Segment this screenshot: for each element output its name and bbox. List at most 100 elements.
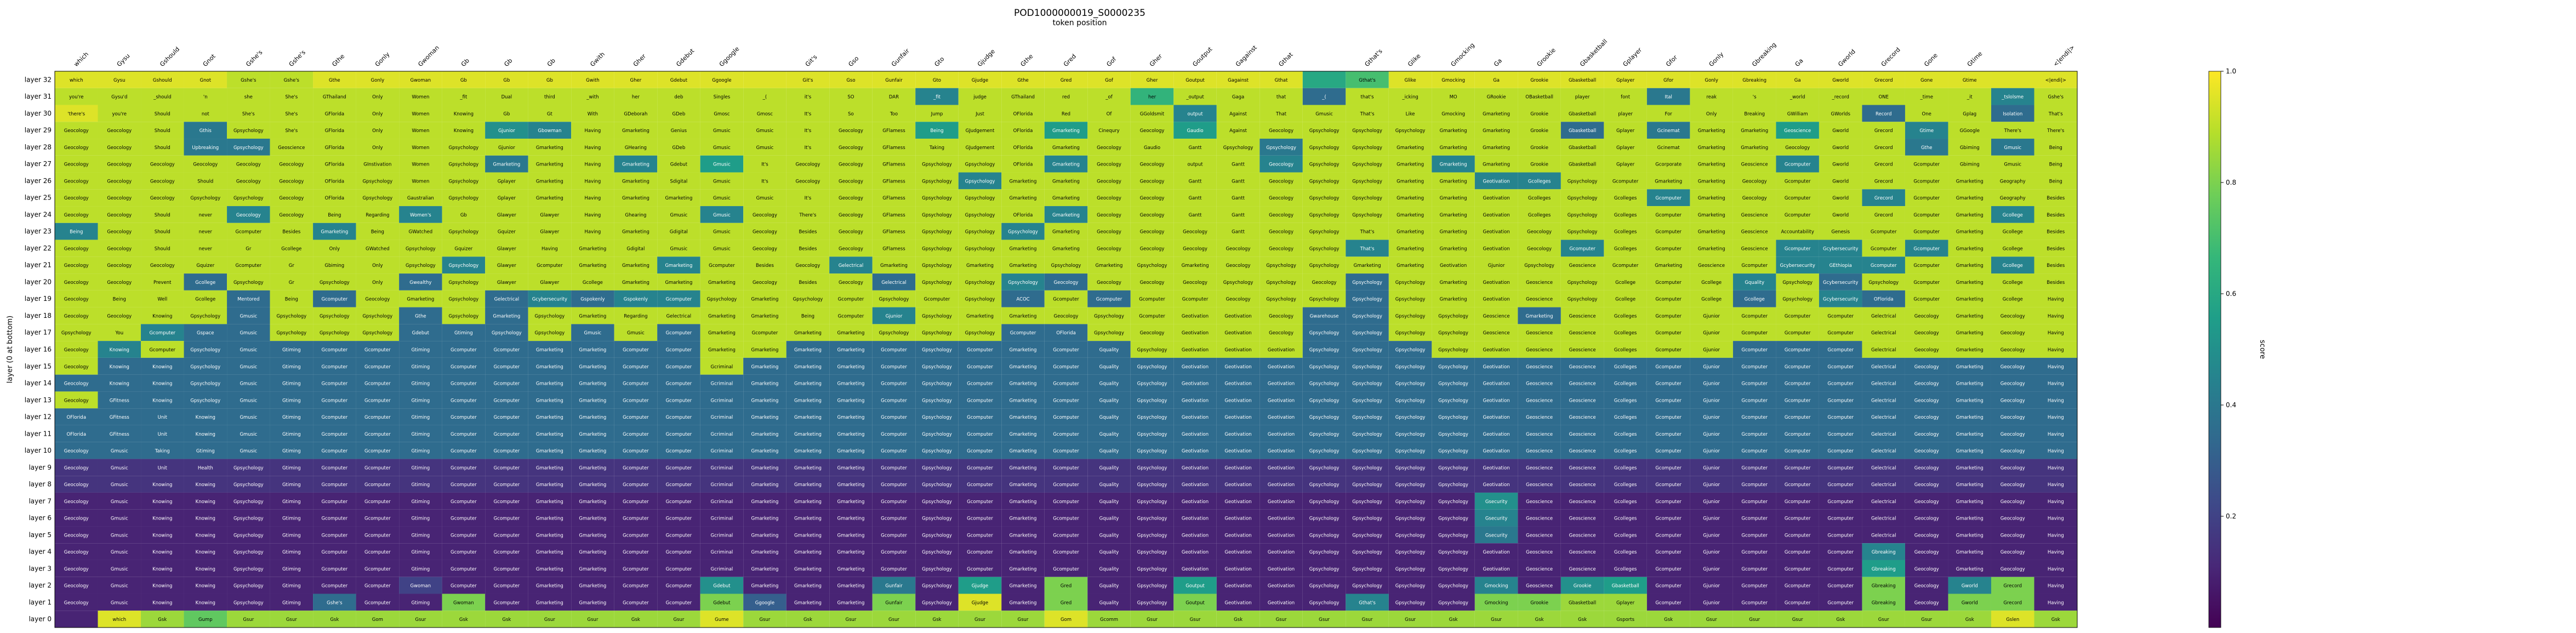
cell-token-label: Knowing [152,516,172,522]
heatmap-cell [1216,526,1260,544]
cell-token-label: Gtiming [411,398,430,403]
heatmap-cell [1432,155,1475,173]
cell-token-label: Gpsychology [1137,415,1167,420]
column-token-label: Ga [1794,57,1805,68]
heatmap-cell [915,256,959,274]
cell-token-label: Gmarketing [1956,330,1984,336]
heatmap-cell [1173,71,1217,88]
heatmap-cell [1302,391,1346,409]
cell-token-label: Gpsychology [190,364,220,370]
heatmap-cell [1991,139,2034,156]
heatmap-cell [915,206,959,223]
heatmap-cell [356,256,400,274]
heatmap-cell [356,476,400,493]
heatmap-cell [614,155,658,173]
heatmap-cell [184,526,227,544]
cell-token-label: Geocology [1054,313,1079,319]
heatmap-cell [1776,442,1819,459]
cell-token-label: Geoscience [1569,567,1596,572]
cell-token-label: Gmusic [240,364,257,370]
cell-token-label: Gpsychology [922,381,952,387]
heatmap-cell [1732,357,1776,375]
cell-token-label: GThailand [1011,95,1035,100]
cell-token-label: Gquality [1099,567,1119,572]
heatmap-cell [786,223,830,240]
cell-token-label: Geoscience [1569,449,1596,454]
cell-token-label: Gmarketing [536,162,563,168]
cell-token-label: Only [1706,111,1717,117]
heatmap-cell [442,172,486,190]
heatmap-cell [442,223,486,240]
heatmap-cell [1001,71,1045,88]
heatmap-cell [872,611,916,628]
cell-token-label: Gjunior [1703,516,1720,522]
cell-token-label: Geotivation [1483,364,1509,370]
heatmap-cell [1044,290,1088,307]
cell-token-label: Gcomputer [881,567,907,572]
cell-token-label: Geotivation [1224,415,1251,420]
cell-token-label: Gcomputer [451,398,477,403]
cell-token-label: Gpsychology [1309,196,1340,201]
heatmap-cell [1518,256,1561,274]
heatmap-cell [356,139,400,156]
cell-token-label: Gpsychology [1137,499,1167,505]
heatmap-cell [2034,577,2077,594]
cell-token-label: Gtiming [411,516,430,522]
cell-token-label: Geocology [64,449,89,454]
heatmap-cell [958,357,1002,375]
cell-token-label: Geocology [279,162,304,168]
cell-token-label: Geoscience [1526,533,1553,538]
cell-token-label: Gcomputer [881,499,907,505]
heatmap-cell [485,476,528,493]
cell-token-label: Gcomputer [364,600,391,606]
heatmap-cell [356,560,400,577]
heatmap-cell [1819,341,1862,358]
heatmap-cell [1302,560,1346,577]
cell-token-label: Gpsychology [1568,297,1598,303]
column-token-label: Gmocking [1450,42,1476,68]
heatmap-cell [141,594,184,611]
cell-token-label: Gcomputer [967,465,993,471]
cell-token-label: Well [157,297,167,303]
cell-token-label: GThailand [323,95,346,100]
heatmap-cell [1216,324,1260,341]
heatmap-cell [958,374,1002,392]
cell-token-label: Gpsychology [1352,196,1382,201]
row-layer-label: layer 29 [25,127,52,134]
cell-token-label: Gpsychology [707,297,737,303]
heatmap-cell [1776,476,1819,493]
heatmap-cell [1388,459,1432,476]
heatmap-cell [528,223,572,240]
heatmap-cell [1474,239,1518,257]
cell-token-label: Having [2048,533,2064,538]
cell-token-label: Gunfair [885,78,903,83]
heatmap-cell [1216,341,1260,358]
cell-token-label: Gcomputer [967,567,993,572]
heatmap-cell [1259,543,1303,560]
cell-token-label: Gaustralian [407,196,434,201]
heatmap-cell [743,357,787,375]
cell-token-label: Gmarketing [1956,280,1984,286]
heatmap-cell [915,105,959,122]
heatmap-cell [1216,425,1260,442]
cell-token-label: With [588,111,598,117]
cell-token-label: Geocology [2001,347,2025,353]
column-token-label: Gwoman [417,44,441,68]
heatmap-cell [1732,105,1776,122]
cell-token-label: Gpsychology [1137,516,1167,522]
heatmap-cell [1604,341,1647,358]
cell-token-label: Gof [1105,78,1114,83]
heatmap-cell [571,459,614,476]
cell-token-label: Geocology [1140,246,1165,252]
cell-token-label: Gcomputer [881,432,907,437]
cell-token-label: Gelectrical [881,280,907,286]
column-token-label: Gagainst [1234,44,1258,68]
heatmap-cell [1001,88,1045,105]
cell-token-label: Geoscience [1569,347,1596,353]
cell-token-label: Gmarketing [1956,179,1984,184]
heatmap-cell [1130,492,1174,510]
cell-token-label: Gjunior [1703,432,1720,437]
cell-token-label: Geocology [1140,179,1165,184]
cell-token-label: Gsur [415,617,426,623]
heatmap-cell [1732,172,1776,190]
